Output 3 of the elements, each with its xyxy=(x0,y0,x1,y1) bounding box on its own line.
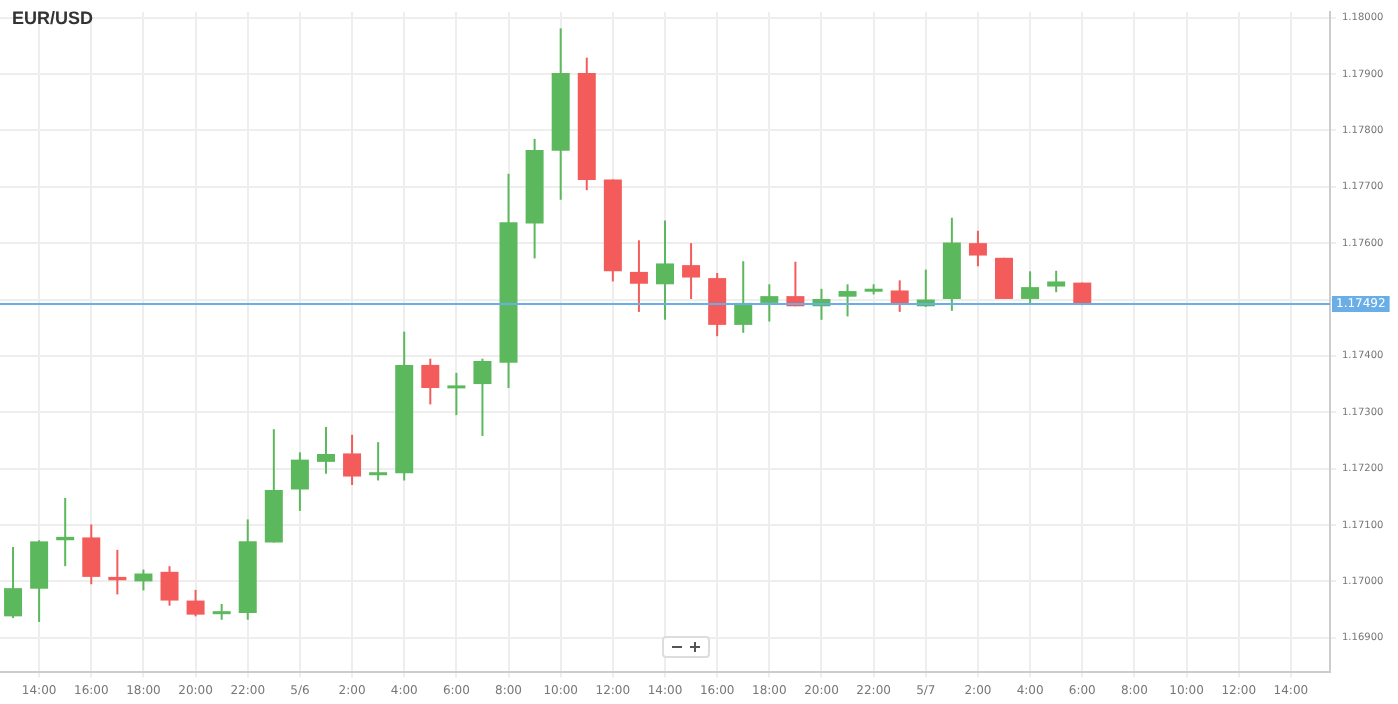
chart-title: EUR/USD xyxy=(12,8,94,28)
candlestick xyxy=(369,442,388,481)
candlestick xyxy=(447,372,466,416)
